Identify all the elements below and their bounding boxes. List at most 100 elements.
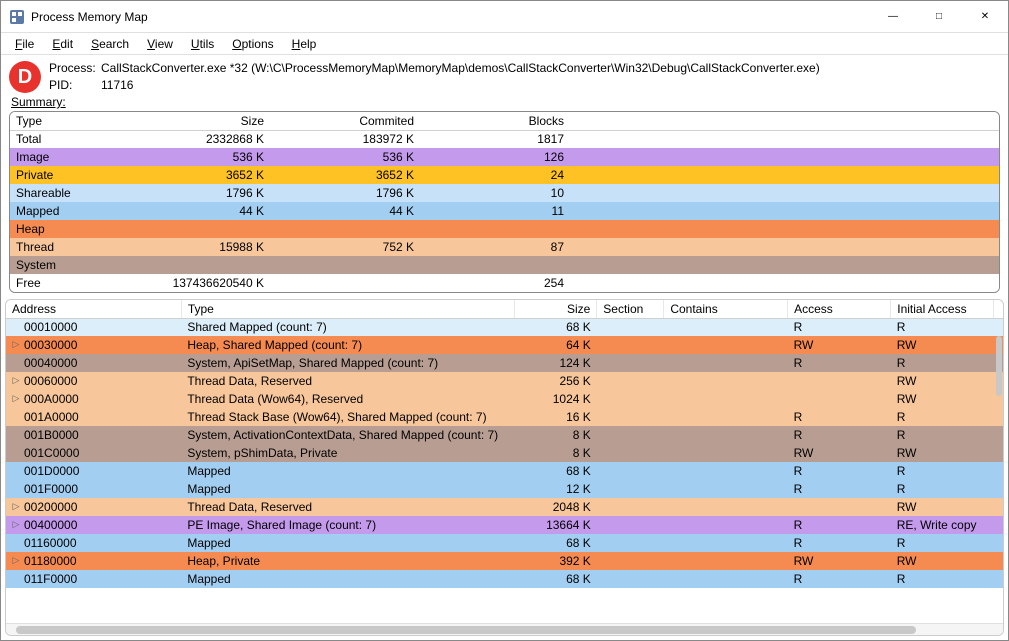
cell-section [597, 570, 664, 588]
cell-access: R [788, 408, 891, 426]
summary-row[interactable]: Heap [10, 220, 999, 238]
table-row[interactable]: 00040000System, ApiSetMap, Shared Mapped… [6, 354, 1003, 372]
expand-icon[interactable]: ▷ [10, 393, 22, 404]
summary-cell-type: Heap [10, 220, 130, 238]
table-row[interactable]: 00010000Shared Mapped (count: 7)68 KRR [6, 318, 1003, 336]
summary-row[interactable]: Free137436620540 K254 [10, 274, 999, 292]
summary-cell-commited: 3652 K [270, 166, 420, 184]
table-row[interactable]: 001F0000Mapped12 KRR [6, 480, 1003, 498]
detail-col-contains[interactable]: Contains [664, 300, 788, 318]
expand-icon[interactable]: ▷ [10, 501, 22, 512]
cell-section [597, 318, 664, 336]
app-icon [9, 9, 25, 25]
cell-section [597, 462, 664, 480]
cell-contains [664, 426, 788, 444]
menu-help[interactable]: Help [284, 35, 325, 53]
table-row[interactable]: 001C0000System, pShimData, Private8 KRWR… [6, 444, 1003, 462]
detail-col-access[interactable]: Access [788, 300, 891, 318]
table-row[interactable]: ▷00060000Thread Data, Reserved256 KRW [6, 372, 1003, 390]
cell-size: 68 K [514, 318, 597, 336]
cell-access: R [788, 318, 891, 336]
summary-row[interactable]: Mapped44 K44 K11 [10, 202, 999, 220]
summary-cell-size: 137436620540 K [130, 274, 270, 292]
cell-section [597, 390, 664, 408]
cell-size: 8 K [514, 444, 597, 462]
minimize-button[interactable]: — [870, 2, 916, 32]
detail-col-blocks[interactable]: Blocks [994, 300, 1003, 318]
summary-col-commited[interactable]: Commited [270, 112, 420, 130]
detail-col-address[interactable]: Address [6, 300, 181, 318]
cell-size: 13664 K [514, 516, 597, 534]
summary-row[interactable]: Thread15988 K752 K87 [10, 238, 999, 256]
cell-type: Heap, Private [181, 552, 514, 570]
table-row[interactable]: 01160000Mapped68 KRR [6, 534, 1003, 552]
summary-cell-blocks [420, 220, 570, 238]
menu-view[interactable]: View [139, 35, 181, 53]
summary-cell-blocks: 11 [420, 202, 570, 220]
cell-type: Thread Stack Base (Wow64), Shared Mapped… [181, 408, 514, 426]
cell-section [597, 426, 664, 444]
expand-icon[interactable]: ▷ [10, 519, 22, 530]
cell-type: Mapped [181, 570, 514, 588]
titlebar[interactable]: Process Memory Map — □ ✕ [1, 1, 1008, 33]
cell-address: ▷00030000 [6, 336, 181, 354]
cell-blocks: 1 [994, 516, 1003, 534]
table-row[interactable]: 011F0000Mapped68 KRR [6, 570, 1003, 588]
maximize-button[interactable]: □ [916, 2, 962, 32]
summary-row[interactable]: Total2332868 K183972 K1817 [10, 130, 999, 148]
summary-row[interactable]: System [10, 256, 999, 274]
cell-access: R [788, 354, 891, 372]
summary-col-size[interactable]: Size [130, 112, 270, 130]
table-row[interactable]: ▷000A0000Thread Data (Wow64), Reserved10… [6, 390, 1003, 408]
summary-row[interactable]: Shareable1796 K1796 K10 [10, 184, 999, 202]
expand-icon[interactable]: ▷ [10, 375, 22, 386]
cell-type: Mapped [181, 462, 514, 480]
table-row[interactable]: 001D0000Mapped68 KRR [6, 462, 1003, 480]
table-row[interactable]: ▷00200000Thread Data, Reserved2048 KRW3 [6, 498, 1003, 516]
menu-options[interactable]: Options [224, 35, 281, 53]
detail-col-initial-access[interactable]: Initial Access [891, 300, 994, 318]
cell-access: R [788, 480, 891, 498]
table-row[interactable]: ▷00400000PE Image, Shared Image (count: … [6, 516, 1003, 534]
cell-access: RW [788, 336, 891, 354]
cell-contains [664, 318, 788, 336]
detail-col-size[interactable]: Size [514, 300, 597, 318]
summary-cell-size: 2332868 K [130, 130, 270, 148]
summary-row[interactable]: Image536 K536 K126 [10, 148, 999, 166]
table-row[interactable]: 001A0000Thread Stack Base (Wow64), Share… [6, 408, 1003, 426]
summary-col-type[interactable]: Type [10, 112, 130, 130]
table-row[interactable]: 001B0000System, ActivationContextData, S… [6, 426, 1003, 444]
expand-icon[interactable]: ▷ [10, 555, 22, 566]
cell-contains [664, 534, 788, 552]
menu-edit[interactable]: Edit [44, 35, 81, 53]
detail-col-type[interactable]: Type [181, 300, 514, 318]
summary-col-blocks[interactable]: Blocks [420, 112, 570, 130]
pid-label: PID: [49, 78, 101, 93]
summary-row[interactable]: Private3652 K3652 K24 [10, 166, 999, 184]
cell-address: 00040000 [6, 354, 181, 372]
menu-utils[interactable]: Utils [183, 35, 222, 53]
cell-size: 68 K [514, 462, 597, 480]
horizontal-scrollbar-track[interactable] [6, 623, 1003, 635]
horizontal-scrollbar-thumb[interactable] [16, 626, 916, 634]
summary-cell-type: Thread [10, 238, 130, 256]
summary-cell-type: Image [10, 148, 130, 166]
summary-cell-size: 1796 K [130, 184, 270, 202]
window-title: Process Memory Map [31, 10, 870, 24]
cell-size: 392 K [514, 552, 597, 570]
menu-file[interactable]: File [7, 35, 42, 53]
cell-access: R [788, 462, 891, 480]
cell-contains [664, 390, 788, 408]
cell-section [597, 408, 664, 426]
cell-type: System, ActivationContextData, Shared Ma… [181, 426, 514, 444]
summary-cell-type: Shareable [10, 184, 130, 202]
vertical-scrollbar[interactable] [996, 336, 1002, 396]
close-button[interactable]: ✕ [962, 2, 1008, 32]
table-row[interactable]: ▷01180000Heap, Private392 KRWRW [6, 552, 1003, 570]
expand-icon[interactable]: ▷ [10, 339, 22, 350]
summary-cell-blocks: 24 [420, 166, 570, 184]
cell-access: R [788, 516, 891, 534]
table-row[interactable]: ▷00030000Heap, Shared Mapped (count: 7)6… [6, 336, 1003, 354]
detail-col-section[interactable]: Section [597, 300, 664, 318]
menu-search[interactable]: Search [83, 35, 137, 53]
